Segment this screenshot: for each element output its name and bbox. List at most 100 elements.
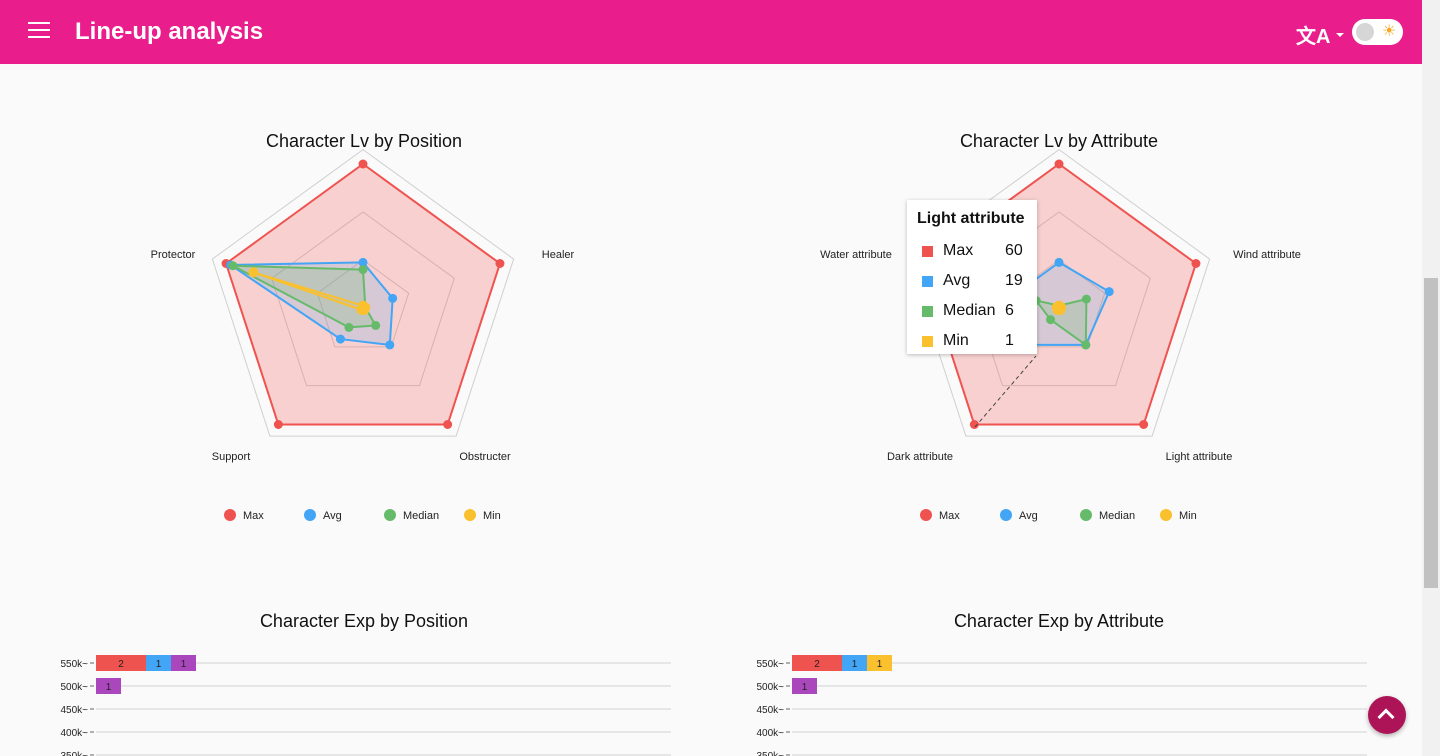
chart-title-position-exp: Character Exp by Position bbox=[259, 611, 469, 631]
radar-point-avg bbox=[335, 334, 345, 344]
tooltip-swatch bbox=[922, 245, 933, 257]
bar-data-label: 1 bbox=[852, 659, 858, 670]
bar-tick-label: 400k~ bbox=[60, 728, 88, 739]
radar-grid-ring bbox=[316, 259, 410, 348]
legend-label: Avg bbox=[1019, 510, 1038, 522]
legend-marker bbox=[1000, 509, 1012, 521]
radar-point-min bbox=[248, 267, 259, 278]
tooltip-row: Median 6 bbox=[917, 296, 1027, 326]
tooltip-row: Avg 19 bbox=[917, 266, 1027, 296]
legend-label: Max bbox=[243, 510, 264, 522]
tooltip-name: Avg bbox=[943, 272, 971, 289]
legend-label: Avg bbox=[323, 510, 342, 522]
tooltip-swatch bbox=[922, 335, 933, 347]
chart-title-position-lv: Character Lv by Position bbox=[265, 131, 463, 151]
bar-tick-label: 350k~ bbox=[60, 751, 88, 756]
legend-marker bbox=[1080, 509, 1092, 521]
tooltip-value: 6 bbox=[1005, 302, 1014, 319]
chart-tooltip: Light attribute Max 60 Avg 19 Median 6 M… bbox=[907, 200, 1037, 354]
radar-axis-label: Support bbox=[212, 451, 251, 463]
scrollbar-thumb[interactable] bbox=[1424, 278, 1438, 588]
bar-segment bbox=[96, 655, 146, 671]
bar-tick-label: 500k~ bbox=[756, 682, 784, 693]
radar-point-avg bbox=[388, 293, 398, 303]
radar-axis-label: Obstructer bbox=[459, 451, 511, 463]
radar-point-max bbox=[1139, 419, 1149, 429]
tooltip-name: Max bbox=[943, 242, 974, 259]
chevron-up-icon bbox=[1377, 708, 1395, 726]
radar-point-median bbox=[1081, 340, 1091, 350]
radar-grid-ring bbox=[211, 148, 515, 437]
legend-marker bbox=[224, 509, 236, 521]
legend-label: Max bbox=[939, 510, 960, 522]
bar-tick-label: 450k~ bbox=[60, 705, 88, 716]
radar-axis-label: Water attribute bbox=[820, 249, 892, 261]
radar-point-max bbox=[443, 419, 453, 429]
stacked-bar-chart: 550k~ 2 1 1 500k~ 1 450k~ 400k~ 350k~ bbox=[756, 655, 1367, 756]
legend-label: Min bbox=[483, 510, 501, 522]
tooltip-value: 19 bbox=[1005, 272, 1023, 289]
radar-point-min bbox=[356, 304, 367, 315]
radar-point-min bbox=[1051, 302, 1062, 313]
bar-tick-label: 500k~ bbox=[60, 682, 88, 693]
radar-point-median bbox=[1046, 315, 1056, 325]
chart-title-attribute-exp: Character Exp by Attribute bbox=[953, 611, 1165, 631]
bar-data-label: 1 bbox=[877, 659, 883, 670]
bar-data-label: 1 bbox=[156, 659, 162, 670]
bar-data-label: 2 bbox=[118, 659, 124, 670]
bar-data-label: 1 bbox=[802, 682, 808, 693]
bar-segment bbox=[867, 655, 892, 671]
bar-segment bbox=[96, 678, 121, 694]
toggle-knob bbox=[1356, 23, 1374, 41]
legend-label: Min bbox=[1179, 510, 1197, 522]
stacked-bar-chart: 550k~ 2 1 1 500k~ 1 450k~ 400k~ 350k~ bbox=[60, 655, 671, 756]
radar-point-avg bbox=[1104, 287, 1114, 297]
radar-point-median bbox=[344, 322, 354, 332]
bar-tick-label: 350k~ bbox=[756, 751, 784, 756]
tooltip-hover-line bbox=[974, 355, 1037, 428]
bar-segment bbox=[842, 655, 867, 671]
legend-label: Median bbox=[403, 510, 439, 522]
bar-data-label: 1 bbox=[106, 682, 112, 693]
radar-point-max bbox=[273, 419, 283, 429]
radar-point-max bbox=[495, 259, 505, 269]
radar-point-max bbox=[969, 419, 979, 429]
bar-data-label: 2 bbox=[814, 659, 820, 670]
radar-chart: Water attribute Wind attribute Light attri… bbox=[820, 148, 1301, 522]
chart-title-attribute-lv: Character Lv by Attribute bbox=[959, 131, 1159, 151]
hamburger-menu-icon[interactable] bbox=[28, 22, 50, 40]
radar-series-max bbox=[224, 162, 502, 426]
legend-marker bbox=[920, 509, 932, 521]
bar-segment bbox=[792, 655, 842, 671]
radar-point-median bbox=[371, 320, 381, 330]
translate-icon: 文A bbox=[1296, 26, 1331, 48]
theme-toggle[interactable]: ☀ bbox=[1352, 19, 1403, 45]
sun-icon: ☀ bbox=[1382, 23, 1397, 40]
radar-chart: Protector Healer Obstructer Support Max Avg Me… bbox=[151, 148, 575, 522]
bar-segment bbox=[792, 678, 817, 694]
tooltip-name: Median bbox=[943, 302, 996, 319]
radar-point-avg bbox=[1054, 257, 1064, 267]
tooltip-title: Light attribute bbox=[917, 210, 1025, 227]
bar-data-label: 1 bbox=[181, 659, 187, 670]
bar-tick-label: 450k~ bbox=[756, 705, 784, 716]
bar-tick-label: 550k~ bbox=[60, 659, 88, 670]
app-bar: Line-up analysis 文A ☀ bbox=[0, 0, 1422, 64]
bar-segment bbox=[146, 655, 171, 671]
radar-axis-label: Protector bbox=[151, 249, 196, 261]
radar-point-max bbox=[1054, 159, 1064, 169]
tooltip-row: Max 60 bbox=[917, 236, 1027, 266]
tooltip-value: 60 bbox=[1005, 242, 1023, 259]
bar-segment bbox=[171, 655, 196, 671]
tooltip-swatch bbox=[922, 305, 933, 317]
legend-label: Median bbox=[1099, 510, 1135, 522]
scroll-top-button[interactable] bbox=[1368, 696, 1406, 734]
radar-point-median bbox=[228, 261, 238, 271]
legend-marker bbox=[304, 509, 316, 521]
language-button[interactable]: 文A bbox=[1296, 20, 1345, 49]
chevron-down-icon bbox=[1336, 32, 1345, 37]
radar-point-median bbox=[358, 265, 368, 275]
radar-point-avg bbox=[385, 340, 395, 350]
legend-marker bbox=[464, 509, 476, 521]
